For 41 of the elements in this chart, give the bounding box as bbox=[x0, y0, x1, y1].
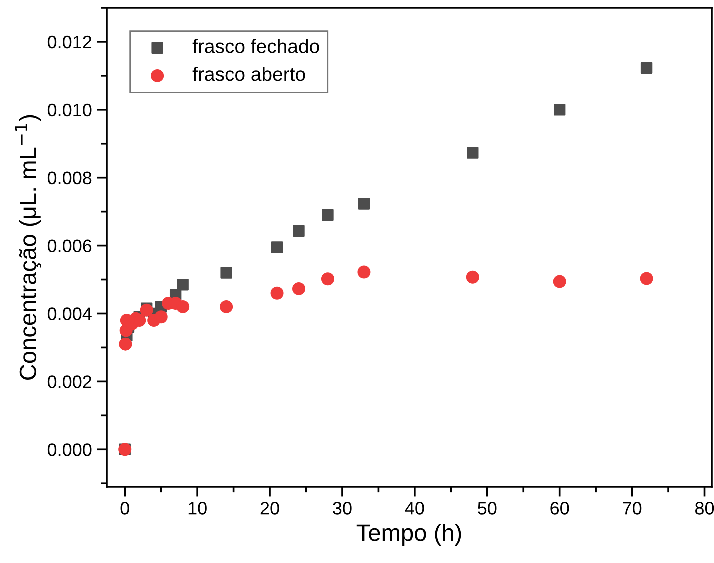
point bbox=[358, 266, 371, 279]
x-tick-label: 40 bbox=[405, 502, 424, 515]
point bbox=[154, 310, 168, 324]
legend-label: frasco aberto bbox=[192, 66, 306, 82]
point bbox=[640, 272, 654, 286]
point bbox=[322, 209, 334, 222]
x-tick-label: 0 bbox=[120, 502, 130, 515]
y-tick-label: 0.002 bbox=[48, 376, 92, 388]
point bbox=[140, 304, 154, 317]
point bbox=[554, 104, 566, 116]
point bbox=[270, 286, 284, 300]
point bbox=[292, 282, 306, 296]
point bbox=[119, 338, 132, 351]
y-tick-label: 0.004 bbox=[48, 308, 92, 320]
point bbox=[220, 267, 232, 279]
point bbox=[640, 62, 653, 74]
x-tick-label: 10 bbox=[188, 502, 207, 515]
y-tick-label: 0.012 bbox=[48, 36, 92, 49]
y-tick-label: 0.000 bbox=[48, 444, 92, 456]
legend-label: frasco fechado bbox=[192, 39, 320, 54]
y-tick-label: 0.008 bbox=[48, 172, 92, 185]
y-tick-label: 0.006 bbox=[48, 240, 92, 253]
x-axis-title: Tempo (h) bbox=[356, 524, 462, 546]
point bbox=[553, 275, 566, 288]
x-tick-label: 70 bbox=[623, 502, 642, 515]
y-tick-label: 0.010 bbox=[48, 104, 92, 117]
y-axis-title: Concentração (μL. mL$^{−1}$) bbox=[15, 115, 42, 380]
x-tick-label: 20 bbox=[260, 502, 280, 515]
point bbox=[177, 279, 189, 291]
point bbox=[466, 270, 480, 284]
x-tick-label: 50 bbox=[478, 502, 497, 515]
x-tick-label: 60 bbox=[550, 502, 570, 515]
point bbox=[321, 272, 334, 286]
point bbox=[358, 198, 370, 210]
point bbox=[176, 300, 190, 314]
x-tick-label: 30 bbox=[333, 502, 352, 515]
point bbox=[293, 225, 305, 238]
point bbox=[271, 242, 284, 254]
point bbox=[220, 300, 234, 314]
point bbox=[467, 147, 479, 159]
x-tick-label: 80 bbox=[696, 502, 714, 515]
